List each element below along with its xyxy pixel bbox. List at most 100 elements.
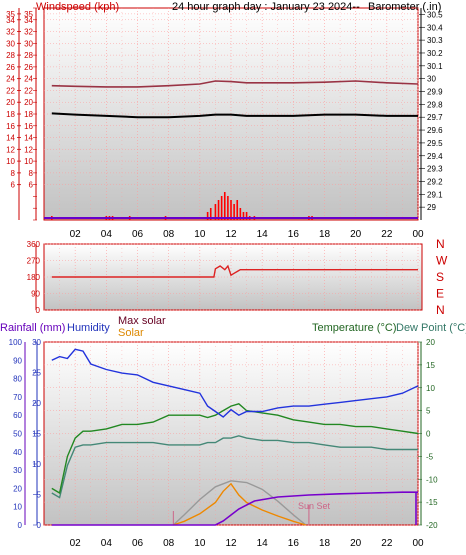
barometer-tick-label: 30.2: [427, 49, 443, 58]
rain-tick-label: 90: [13, 356, 22, 365]
series-humidity-line: [51, 348, 419, 418]
max-solar-label: Max solar: [118, 315, 166, 327]
temp-tick-label: -20: [426, 521, 438, 530]
barometer-tick-label: 30.3: [427, 36, 443, 45]
barometer-tick-label: 30.4: [427, 23, 443, 32]
wind-tick-label-inner: 26: [24, 63, 33, 72]
wind-tick-label-inner: 24: [24, 75, 33, 84]
series-marks: [44, 80, 419, 526]
series-barometer-line: [51, 112, 418, 119]
series-temperature-line: [51, 403, 419, 495]
barometer-tick-label: 29.6: [427, 126, 443, 135]
compass-label: S: [436, 270, 444, 284]
time-tick-label-bottom: 02: [70, 538, 82, 549]
humidity-axis-title: Humidity: [67, 322, 110, 334]
temp-tick-label: 0: [426, 430, 431, 439]
time-tick-label-top: 02: [70, 229, 82, 240]
wind-tick-label-inner: 30: [24, 39, 33, 48]
wind-tick-label: 10: [6, 157, 15, 166]
time-tick-label-top: 04: [101, 229, 113, 240]
rain-tick-label: 0: [18, 521, 23, 530]
series-windspeed-line: [51, 80, 419, 88]
wind-tick-label-inner: 14: [24, 134, 33, 143]
series-max-solar-line: [172, 480, 307, 526]
barometer-tick-label: 29: [427, 203, 436, 212]
time-tick-label-top: 22: [381, 229, 393, 240]
time-tick-label-top: 16: [288, 229, 300, 240]
wind-tick-label: 14: [6, 134, 15, 143]
humidity-tick-label: 5: [37, 491, 42, 500]
barometer-tick-label: 29.2: [427, 177, 443, 186]
series-solar-line: [173, 482, 306, 526]
rain-tick-label: 30: [13, 466, 22, 475]
temp-tick-label: -10: [426, 475, 438, 484]
rain-tick-label: 20: [13, 484, 22, 493]
time-tick-label-top: 14: [257, 229, 269, 240]
rain-tick-label: 80: [13, 375, 22, 384]
temp-tick-label: -15: [426, 498, 438, 507]
temp-tick-label: 5: [426, 407, 431, 416]
time-tick-label-bottom: 12: [225, 538, 237, 549]
time-tick-label-bottom: 00: [412, 538, 424, 549]
time-tick-label-top: 06: [132, 229, 144, 240]
wind-tick-label-inner: 35: [24, 10, 33, 19]
wind-tick-label: 34: [6, 16, 15, 25]
temp-tick-label: 20: [426, 338, 435, 347]
wind-tick-label: 20: [6, 98, 15, 107]
wind-tick-label: 12: [6, 145, 15, 154]
wind-tick-label: 28: [6, 51, 15, 60]
sunset-label: Sun Set: [298, 501, 331, 511]
temperature-axis-title: Temperature (°C): [312, 322, 396, 334]
wind-tick-label-inner: 6: [29, 181, 34, 190]
wind-tick-label: 30: [6, 39, 15, 48]
temp-tick-label: -5: [426, 452, 434, 461]
rain-tick-label: 50: [13, 430, 22, 439]
time-tick-label-bottom: 18: [319, 538, 331, 549]
wind-tick-label-inner: 18: [24, 110, 33, 119]
time-tick-label-bottom: 04: [101, 538, 113, 549]
time-tick-label-top: 08: [163, 229, 175, 240]
direction-tick-label: 0: [36, 306, 41, 315]
rain-axis-title: Rainfall (mm): [0, 322, 65, 334]
barometer-tick-label: 29.5: [427, 139, 443, 148]
wind-tick-label: 18: [6, 110, 15, 119]
temp-tick-label: 15: [426, 361, 435, 370]
wind-tick-label-inner: 22: [24, 86, 33, 95]
rain-tick-label: 40: [13, 448, 22, 457]
time-tick-label-bottom: 20: [350, 538, 362, 549]
barometer-axis-title: Barometer (.in): [368, 1, 441, 13]
series-dewpoint-line: [51, 435, 418, 499]
wind-tick-label: 24: [6, 75, 15, 84]
rain-tick-label: 60: [13, 411, 22, 420]
time-tick-label-top: 20: [350, 229, 362, 240]
direction-tick-label: 270: [27, 257, 41, 266]
rain-tick-label: 70: [13, 393, 22, 402]
wind-tick-label: 16: [6, 122, 15, 131]
time-tick-label-bottom: 16: [288, 538, 300, 549]
barometer-tick-label: 30.1: [427, 62, 443, 71]
time-tick-label-top: 10: [194, 229, 206, 240]
temp-tick-label: 10: [426, 384, 435, 393]
barometer-tick-label: 30: [427, 75, 436, 84]
direction-tick-label: 360: [27, 240, 41, 249]
series-rain-line: [51, 491, 418, 526]
time-tick-label-bottom: 08: [163, 538, 175, 549]
humidity-tick-label: 0: [37, 521, 42, 530]
compass-label: E: [436, 287, 444, 301]
time-tick-label-top: 18: [319, 229, 331, 240]
time-tick-label-bottom: 14: [257, 538, 269, 549]
time-tick-label-top: 12: [225, 229, 237, 240]
barometer-tick-label: 29.8: [427, 100, 443, 109]
time-tick-label-bottom: 10: [194, 538, 206, 549]
time-tick-label-bottom: 22: [381, 538, 393, 549]
wind-tick-label: 8: [11, 169, 16, 178]
dewpoint-axis-title: Dew Point (°C): [396, 322, 466, 334]
direction-tick-label: 180: [27, 273, 41, 282]
axes: 0202040406060808101012121414161618182020…: [6, 7, 448, 549]
barometer-tick-label: 29.3: [427, 165, 443, 174]
rain-tick-label: 100: [9, 338, 23, 347]
series-direction-line: [51, 264, 418, 278]
wind-tick-label: 26: [6, 63, 15, 72]
wind-tick-label: 32: [6, 28, 15, 37]
